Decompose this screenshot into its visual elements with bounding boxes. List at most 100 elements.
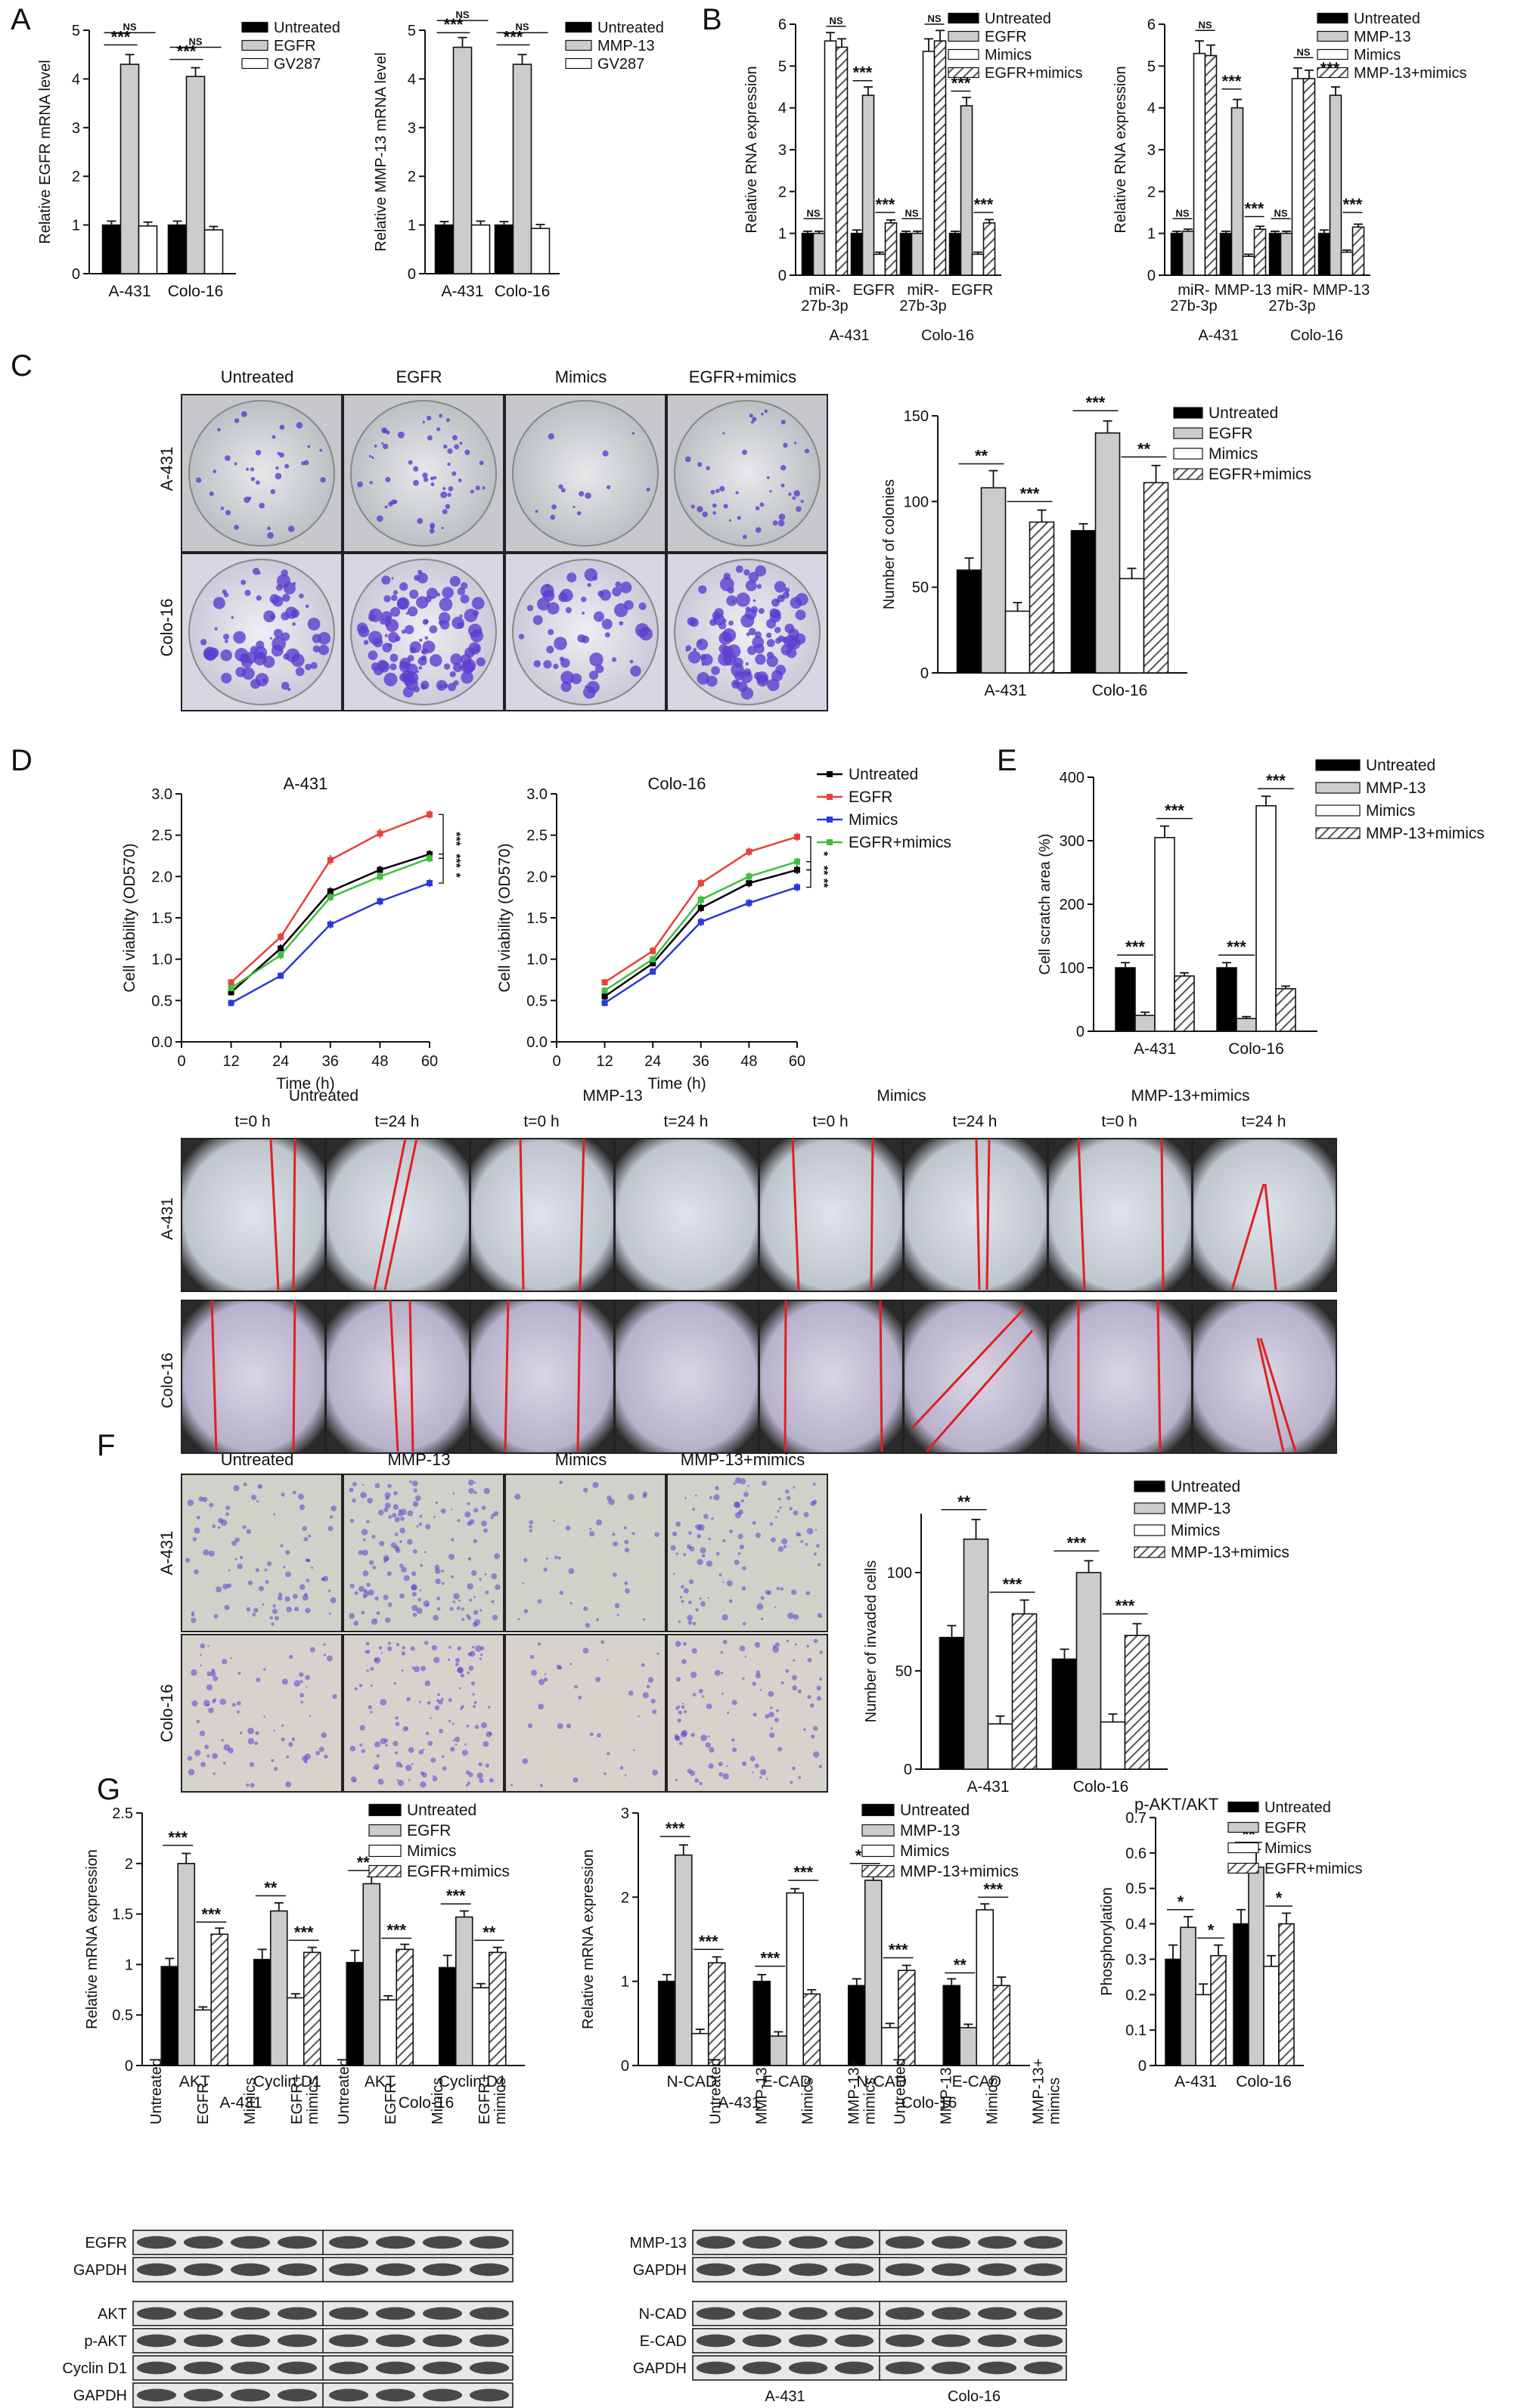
invaded-cell — [399, 1527, 406, 1534]
scratch-photo — [1047, 1300, 1193, 1454]
colony-photo — [666, 394, 828, 553]
invaded-cell — [816, 1685, 821, 1691]
invaded-cell — [692, 1622, 697, 1625]
bar — [897, 1969, 916, 2066]
y-axis-label: Cell viability (OD570) — [496, 843, 514, 992]
colony — [299, 593, 304, 599]
invaded-cell — [752, 1520, 756, 1525]
legend-swatch — [1317, 30, 1348, 42]
scratch-photo — [325, 1300, 470, 1454]
invaded-cell — [787, 1612, 794, 1619]
invaded-cell — [777, 1746, 783, 1752]
invaded-cell — [722, 1773, 729, 1780]
invaded-cell — [739, 1645, 746, 1652]
colony — [407, 655, 414, 662]
invaded-cell — [354, 1687, 358, 1691]
blot-band — [742, 2263, 782, 2276]
colony — [684, 456, 691, 463]
scratch-photo — [614, 1138, 759, 1292]
invaded-cell — [250, 1783, 255, 1788]
invaded-cell — [493, 1511, 499, 1517]
invaded-cell — [473, 1595, 476, 1598]
scratch-edge — [870, 1138, 874, 1291]
invaded-cell — [293, 1680, 301, 1687]
colony — [558, 484, 563, 489]
colony — [203, 649, 213, 659]
invaded-cell — [292, 1490, 296, 1495]
y-tick-label: 400 — [1060, 770, 1085, 786]
scratch-group-label: MMP-13+mimics — [1131, 1087, 1250, 1105]
invaded-cell — [418, 1700, 421, 1703]
group-label: A-431 — [829, 327, 869, 344]
invaded-cell — [384, 1502, 391, 1509]
invaded-cell — [396, 1643, 400, 1647]
legend-swatch — [1134, 1502, 1165, 1514]
legend-swatch — [241, 57, 268, 70]
bar — [1263, 1966, 1280, 2066]
invaded-cell — [480, 1653, 483, 1656]
invaded-cell — [742, 1622, 746, 1625]
bar — [438, 1966, 457, 2066]
y-tick-label: 1.5 — [112, 1907, 133, 1923]
invaded-cell — [329, 1515, 334, 1519]
blot-band — [696, 2236, 736, 2249]
legend-label: MMP-13 — [1354, 29, 1411, 45]
invaded-cell — [641, 1663, 645, 1667]
invaded-cell — [370, 1684, 373, 1687]
invaded-cell — [565, 1525, 571, 1531]
invaded-cell — [554, 1555, 558, 1560]
blot-band — [885, 2361, 925, 2375]
y-tick-label: 150 — [904, 408, 929, 425]
bar — [1230, 107, 1244, 276]
data-point — [228, 979, 234, 986]
legend-swatch — [368, 1864, 402, 1878]
x-tick-label: Colo-16 — [168, 283, 224, 300]
x-axis-label: Time (h) — [276, 1075, 334, 1092]
sig-label: NS — [806, 207, 820, 218]
sig-label: *** — [111, 27, 131, 46]
colony — [593, 611, 604, 622]
colony — [439, 620, 450, 630]
x-tick-label: A-431 — [1174, 2073, 1217, 2090]
invaded-cell — [385, 1617, 391, 1623]
micrograph — [903, 1300, 1048, 1454]
invaded-cell — [494, 1553, 500, 1560]
sig-label: NS — [188, 36, 202, 48]
invaded-cell — [478, 1762, 483, 1767]
blot-band — [277, 2307, 318, 2320]
invaded-cell — [604, 1772, 607, 1775]
invaded-cell — [217, 1526, 221, 1529]
invaded-cell — [734, 1559, 740, 1566]
data-point — [697, 880, 704, 887]
colony — [255, 480, 260, 485]
colony — [518, 634, 525, 640]
bar — [982, 222, 996, 276]
colony — [635, 623, 650, 637]
colony — [234, 648, 249, 662]
invaded-cell — [573, 1777, 579, 1783]
blot-band — [977, 2307, 1017, 2320]
wb-left-protein-label: EGFR — [85, 2235, 127, 2251]
bar — [1124, 1635, 1150, 1770]
invaded-cell — [466, 1614, 470, 1618]
invaded-cell — [258, 1585, 265, 1591]
invaded-cell — [619, 1766, 624, 1770]
invaded-cell — [414, 1495, 421, 1502]
invaded-cell — [427, 1700, 431, 1705]
sig-label: NS — [1296, 46, 1310, 57]
y-tick-label: 2.5 — [151, 828, 172, 845]
colony — [772, 520, 778, 526]
invaded-cell — [206, 1754, 210, 1758]
colony — [712, 503, 717, 508]
colony — [630, 665, 641, 677]
colony — [213, 470, 217, 473]
invaded-cell — [453, 1593, 460, 1600]
invaded-cell — [285, 1550, 290, 1555]
sig-label: ** — [954, 1956, 967, 1975]
invaded-cell — [399, 1764, 403, 1768]
invaded-cell — [517, 1618, 520, 1621]
invaded-cell — [628, 1493, 635, 1501]
y-axis-label: Relative EGFR mRNA level — [37, 60, 54, 243]
invaded-cell — [803, 1511, 809, 1517]
